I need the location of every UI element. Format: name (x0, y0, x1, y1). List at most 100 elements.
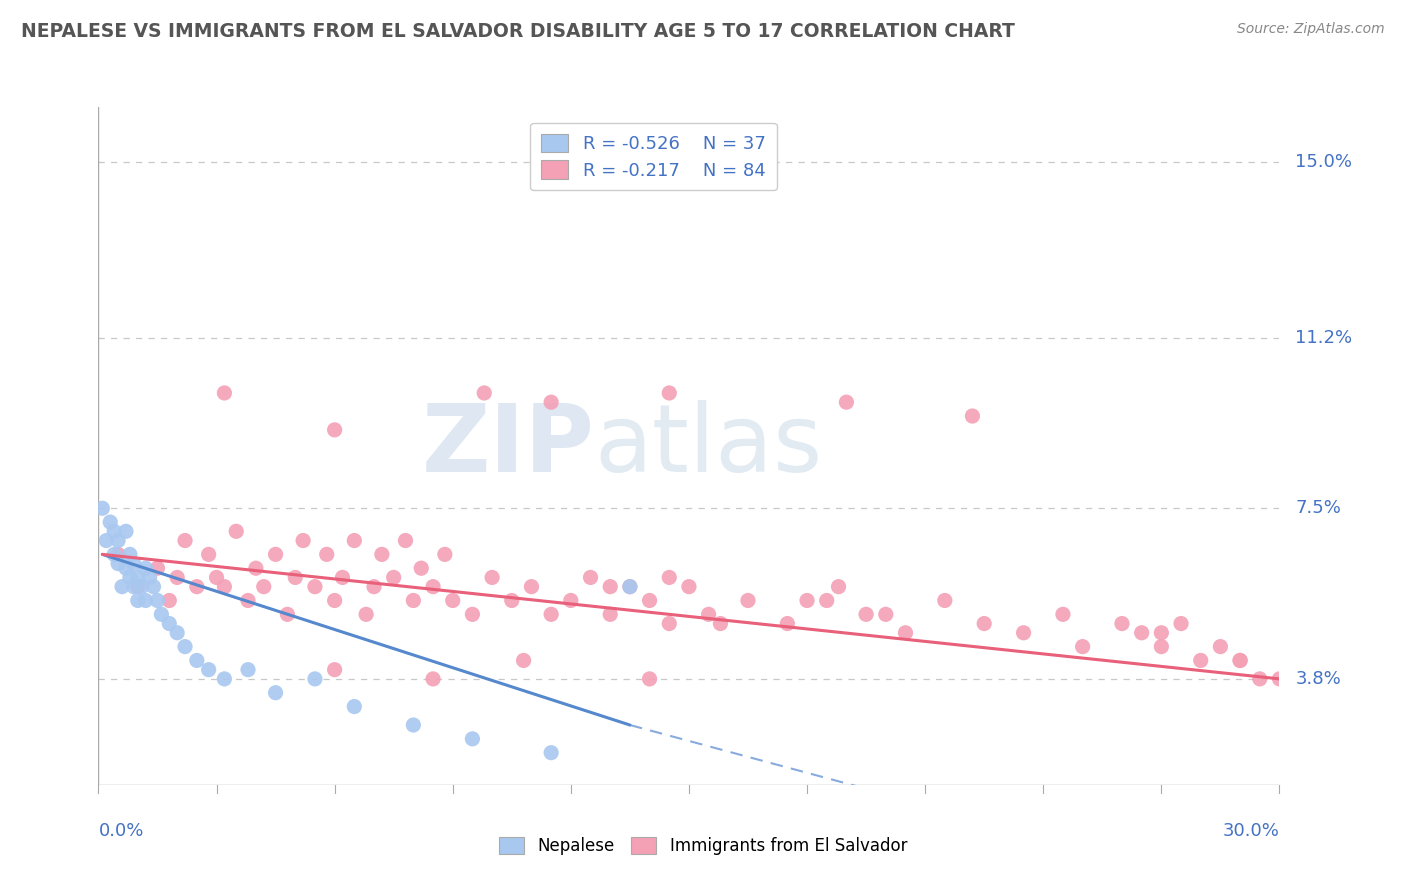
Point (111, 580, 134, 594)
Point (103, 547, 125, 561)
Point (540, 395, 562, 409)
Point (1052, 607, 1074, 622)
Point (402, 718, 425, 732)
Point (619, 580, 641, 594)
Point (599, 607, 621, 622)
Point (332, 570, 354, 584)
Point (276, 607, 298, 622)
Point (197, 663, 219, 677)
Point (142, 580, 165, 594)
Point (118, 570, 141, 584)
Point (323, 593, 346, 607)
Point (560, 593, 582, 607)
Point (894, 625, 917, 640)
Point (1189, 653, 1212, 667)
Point (512, 653, 534, 667)
Point (1130, 625, 1153, 640)
Text: 11.2%: 11.2% (1295, 328, 1353, 347)
Point (815, 593, 838, 607)
Point (150, 607, 173, 622)
Point (441, 593, 464, 607)
Point (107, 547, 129, 561)
Point (131, 580, 153, 594)
Point (146, 593, 169, 607)
Point (146, 561, 169, 575)
Point (461, 607, 484, 622)
Text: NEPALESE VS IMMIGRANTS FROM EL SALVADOR DISABILITY AGE 5 TO 17 CORRELATION CHART: NEPALESE VS IMMIGRANTS FROM EL SALVADOR … (21, 22, 1015, 41)
Point (371, 547, 394, 561)
Point (166, 625, 188, 640)
Point (962, 409, 984, 423)
Point (107, 557, 129, 571)
Point (481, 570, 503, 584)
Point (292, 533, 315, 548)
Point (422, 672, 444, 686)
Point (103, 524, 125, 539)
Text: 15.0%: 15.0% (1295, 153, 1353, 171)
Point (402, 593, 425, 607)
Point (796, 593, 818, 607)
Point (540, 607, 562, 622)
Point (501, 593, 523, 607)
Point (304, 672, 326, 686)
Point (875, 607, 897, 622)
Point (619, 580, 641, 594)
Text: 7.5%: 7.5% (1295, 500, 1341, 517)
Point (264, 547, 287, 561)
Point (197, 547, 219, 561)
Point (1111, 616, 1133, 631)
Point (382, 570, 405, 584)
Point (115, 524, 138, 539)
Point (98, 515, 121, 529)
Point (973, 616, 995, 631)
Point (1150, 640, 1173, 654)
Text: atlas: atlas (595, 400, 823, 492)
Point (579, 570, 602, 584)
Point (363, 580, 385, 594)
Point (115, 561, 138, 575)
Point (1249, 672, 1271, 686)
Point (354, 607, 377, 622)
Point (174, 533, 197, 548)
Text: 0.0%: 0.0% (98, 822, 143, 840)
Point (422, 580, 444, 594)
Point (394, 533, 416, 548)
Point (709, 616, 731, 631)
Point (472, 386, 495, 401)
Point (411, 561, 433, 575)
Point (835, 395, 858, 409)
Point (127, 580, 149, 594)
Point (658, 386, 681, 401)
Point (236, 663, 259, 677)
Point (138, 570, 160, 584)
Point (284, 570, 307, 584)
Point (236, 593, 259, 607)
Point (135, 561, 157, 575)
Point (264, 686, 287, 700)
Point (186, 653, 208, 667)
Point (122, 580, 145, 594)
Point (214, 386, 236, 401)
Point (323, 663, 346, 677)
Point (315, 547, 337, 561)
Point (461, 731, 484, 746)
Point (827, 580, 849, 594)
Legend: R = -0.526    N = 37, R = -0.217    N = 84: R = -0.526 N = 37, R = -0.217 N = 84 (530, 123, 776, 190)
Text: Source: ZipAtlas.com: Source: ZipAtlas.com (1237, 22, 1385, 37)
Point (186, 580, 208, 594)
Point (678, 580, 700, 594)
Text: 3.8%: 3.8% (1295, 670, 1341, 688)
Point (127, 593, 149, 607)
Point (638, 672, 661, 686)
Point (343, 533, 366, 548)
Point (599, 580, 621, 594)
Point (323, 423, 346, 437)
Point (107, 533, 129, 548)
Legend: Nepalese, Immigrants from El Salvador: Nepalese, Immigrants from El Salvador (492, 830, 914, 862)
Point (157, 616, 180, 631)
Point (127, 570, 149, 584)
Point (343, 699, 366, 714)
Text: ZIP: ZIP (422, 400, 595, 492)
Point (205, 570, 228, 584)
Point (135, 593, 157, 607)
